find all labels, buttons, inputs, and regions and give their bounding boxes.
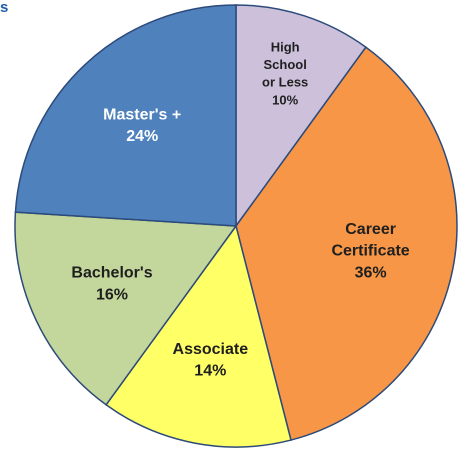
value-label: 14% bbox=[194, 363, 226, 380]
pie-slice bbox=[235, 4, 367, 229]
value-label: 10% bbox=[272, 92, 298, 107]
pie-slice bbox=[105, 224, 292, 448]
value-label: 16% bbox=[96, 286, 128, 303]
slice-label: Associate bbox=[173, 341, 249, 358]
slice-label: Master's + bbox=[103, 107, 181, 124]
pie-slice bbox=[235, 46, 458, 441]
slice-label: High School or Less bbox=[262, 40, 308, 90]
chart-title: s bbox=[0, 0, 8, 16]
value-label: 36% bbox=[355, 264, 387, 281]
pie-slice bbox=[14, 211, 238, 406]
value-label: 24% bbox=[126, 128, 158, 145]
pie-slice bbox=[14, 4, 237, 227]
slice-label: Bachelor's bbox=[71, 265, 152, 282]
slice-label: Career Certificate bbox=[331, 221, 409, 260]
